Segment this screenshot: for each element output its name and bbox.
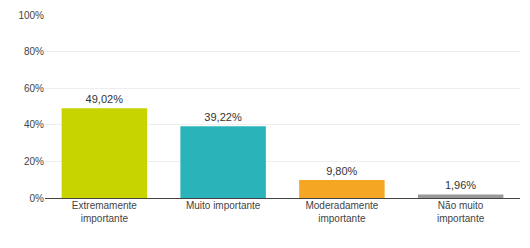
svg-text:Moderadamenteimportante: Moderadamenteimportante xyxy=(305,200,378,224)
svg-text:40%: 40% xyxy=(24,119,44,130)
svg-text:Não muitoimportante: Não muitoimportante xyxy=(437,200,485,224)
svg-text:9,80%: 9,80% xyxy=(326,165,357,177)
svg-text:39,22%: 39,22% xyxy=(204,111,242,123)
svg-text:80%: 80% xyxy=(24,46,44,57)
svg-text:100%: 100% xyxy=(18,10,44,21)
svg-text:Muito importante: Muito importante xyxy=(186,200,261,211)
svg-text:Extremamenteimportante: Extremamenteimportante xyxy=(72,200,137,224)
svg-text:49,02%: 49,02% xyxy=(86,93,124,105)
svg-text:1,96%: 1,96% xyxy=(445,179,476,191)
svg-text:20%: 20% xyxy=(24,156,44,167)
svg-text:0%: 0% xyxy=(30,193,45,204)
svg-text:60%: 60% xyxy=(24,83,44,94)
